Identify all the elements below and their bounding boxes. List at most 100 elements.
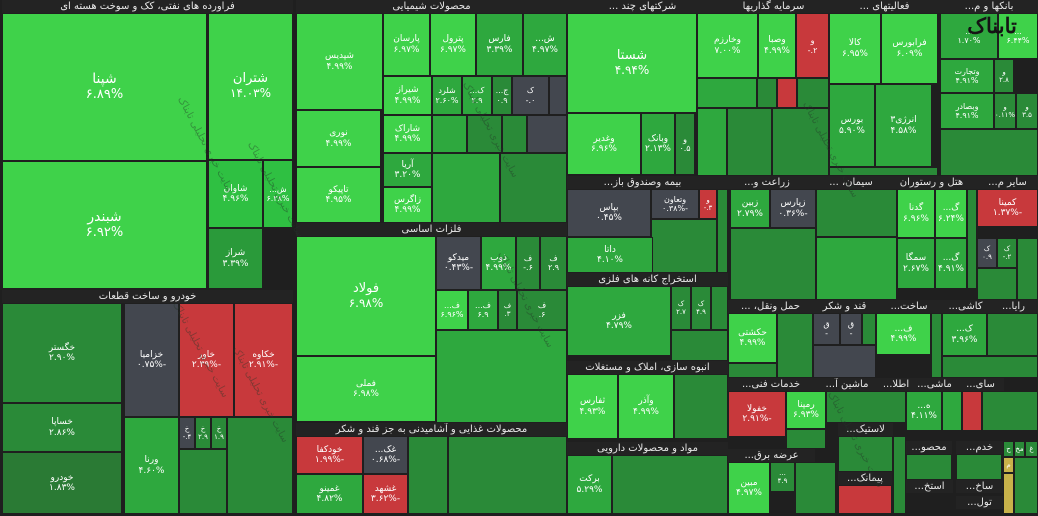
symbol-tile[interactable]: خاور -۲.۳۹% [179, 303, 234, 417]
sector-header[interactable]: عرضه برق... [728, 449, 815, 462]
symbol-tile[interactable]: انرژی۳ ۴.۵۸% [875, 84, 932, 167]
sector-header[interactable]: سرمایه گذاریها [718, 0, 829, 13]
sector-header[interactable]: تول... [956, 496, 1003, 509]
symbol-tile[interactable]: فزر ۴.۷۹% [567, 286, 671, 356]
symbol-tile[interactable]: ثفارس ۴.۹۳% [567, 374, 618, 439]
sector-header[interactable]: فراورده های نفتی، کک و سوخت هسته ای [2, 0, 293, 13]
symbol-tile[interactable]: وصبا ۴.۹۹% [758, 13, 796, 78]
sector-header[interactable]: هتل و رستوران [886, 176, 977, 189]
symbol-tile[interactable]: ه... ۴.۱۱% [906, 391, 942, 431]
symbol-tile[interactable]: وآذر ۴.۹۹% [618, 374, 674, 439]
symbol-tile[interactable]: خفولا -۲.۹۱% [728, 391, 786, 437]
symbol-tile[interactable]: ف... ۶.۹ [468, 290, 498, 330]
symbol-tile[interactable]: خکاوه -۲.۹۱% [234, 303, 293, 417]
sector-header[interactable]: پیمانک... [838, 472, 892, 485]
sector-header[interactable]: قند و شکر [813, 300, 876, 313]
symbol-tile[interactable]: ک ۴.۹ [691, 286, 711, 330]
symbol-tile[interactable]: وتعاون -۰.۳۸% [651, 189, 699, 219]
sector-header[interactable]: محصو... [906, 441, 952, 454]
symbol-tile[interactable]: ک... ۲.۹ [462, 76, 492, 115]
sector-header[interactable]: بیمه وصندوق باز... [567, 176, 718, 189]
symbol-tile[interactable]: برکت ۵.۲۹% [567, 455, 612, 514]
sector-header[interactable]: شرکتهای چند ... [567, 0, 718, 13]
symbol-tile[interactable]: وخارزم ۷.۰۰% [697, 13, 758, 78]
symbol-tile[interactable]: وبانک ۲.۱۳% [641, 113, 675, 175]
symbol-tile[interactable]: غ [1025, 441, 1038, 457]
symbol-tile[interactable]: غشهد -۳.۶۲% [363, 474, 408, 514]
symbol-tile[interactable]: خ ۲.۹ [195, 417, 211, 449]
symbol-tile[interactable]: گ... ۴.۹۱% [935, 238, 967, 289]
sector-header[interactable]: لاستیک... [838, 423, 893, 436]
symbol-tile[interactable]: فملی ۶.۹۸% [296, 356, 436, 422]
symbol-tile[interactable]: ف ۳. [498, 290, 517, 330]
symbol-tile[interactable]: پارسان ۶.۹۷% [383, 13, 430, 76]
symbol-tile[interactable]: ج... ۰.۹ [492, 76, 512, 115]
symbol-tile[interactable]: ورنا ۴.۶۰% [124, 417, 179, 514]
symbol-tile[interactable]: و ۰.۵ [675, 113, 695, 175]
sector-header[interactable]: خدمات فنی... [728, 378, 814, 391]
symbol-tile[interactable]: آریا ۳.۲۰% [383, 153, 432, 187]
sector-header[interactable]: رایا... [989, 300, 1038, 313]
symbol-tile[interactable]: ق- [813, 313, 840, 345]
symbol-tile[interactable]: ... ۴.۹ [770, 462, 795, 492]
symbol-tile[interactable]: مخ [1014, 441, 1025, 457]
symbol-tile[interactable]: خساپا ۲.۸۶% [2, 403, 122, 452]
symbol-tile[interactable]: میدکو -۰.۴۳% [436, 236, 481, 290]
sector-header[interactable]: فعالیتهای ... [829, 0, 940, 13]
symbol-tile[interactable]: ک ۰.- [512, 76, 549, 115]
symbol-tile[interactable]: و ۳.۵ [1016, 93, 1038, 129]
symbol-tile[interactable]: وتجارت ۴.۹۱% [940, 59, 994, 93]
symbol-tile[interactable]: کمینا -۱.۳۷% [977, 189, 1038, 227]
sector-header[interactable]: محصولات غذایی و آشامیدنی به جز قند و شکر [296, 423, 567, 436]
symbol-tile[interactable]: ... ۶.۴۴% [998, 13, 1038, 59]
sector-header[interactable]: فلزات اساسی [296, 223, 567, 236]
symbol-tile[interactable]: شپدیس ۴.۹۹% [296, 13, 383, 110]
symbol-tile[interactable]: خودکفا -۱.۹۹% [296, 436, 363, 474]
sector-header[interactable]: سایر م... [977, 176, 1038, 189]
sector-header[interactable]: ماشی... [912, 378, 957, 391]
symbol-tile[interactable]: ف ۶. [517, 290, 567, 330]
sector-header[interactable]: حمل ونقل، ... [728, 300, 813, 313]
symbol-tile[interactable]: و ۳.- [699, 189, 717, 219]
sector-header[interactable]: سای... [957, 378, 1004, 391]
symbol-tile[interactable]: شبندر ۶.۹۲% [2, 161, 207, 289]
symbol-tile[interactable]: ک ۰.۹ [977, 238, 997, 268]
symbol-tile[interactable]: تاپیکو ۴.۹۵% [296, 167, 381, 223]
sector-header[interactable]: مواد و محصولات دارویی [567, 442, 728, 455]
symbol-tile[interactable]: پترول ۶.۹۷% [430, 13, 476, 76]
symbol-tile[interactable]: نوری ۴.۹۹% [296, 110, 381, 167]
sector-header[interactable]: سیمان، ... [816, 176, 886, 189]
sector-header[interactable]: کاشی... [942, 300, 989, 313]
symbol-tile[interactable]: شراز ۳.۳۹% [208, 228, 263, 289]
symbol-tile[interactable]: ق- [840, 313, 862, 345]
symbol-tile[interactable]: و ۲.- [796, 13, 829, 78]
symbol-tile[interactable]: ک ۲.۷ [671, 286, 691, 330]
symbol-tile[interactable]: رمپنا ۶.۹۳% [786, 391, 826, 429]
symbol-tile[interactable]: ش... ۴.۹۷% [523, 13, 567, 76]
symbol-tile[interactable]: فولاد ۶.۹۸% [296, 236, 436, 356]
symbol-tile[interactable]: زاگرس ۴.۹۹% [383, 187, 432, 223]
sector-header[interactable]: ساخت... [876, 300, 942, 313]
symbol-tile[interactable]: فارس ۳.۳۹% [476, 13, 523, 76]
symbol-tile[interactable]: ح [1003, 441, 1014, 457]
symbol-tile[interactable]: ف... ۴.۹۹% [876, 313, 931, 355]
sector-header[interactable]: استخراج کانه های فلزی [567, 273, 728, 286]
symbol-tile[interactable]: شستا ۴.۹۴% [567, 13, 697, 113]
symbol-tile[interactable]: شیراز ۴.۹۹% [383, 76, 432, 115]
symbol-tile[interactable]: و ۰.۱۱% [994, 93, 1016, 129]
symbol-tile[interactable]: خزامیا -۰.۷۵% [124, 303, 179, 417]
symbol-tile[interactable]: خ ۴.- [179, 417, 195, 449]
symbol-tile[interactable]: وبصادر ۴.۹۱% [940, 93, 994, 129]
symbol-tile[interactable]: شپنا ۶.۸۹% [2, 13, 207, 161]
sector-header[interactable]: بانکها و م... [940, 0, 1038, 13]
symbol-tile[interactable]: سمگا ۲.۶۷% [897, 238, 935, 289]
sector-header[interactable]: خودرو و ساخت قطعات [2, 290, 293, 303]
symbol-tile[interactable]: غمینو ۴.۸۲% [296, 474, 363, 514]
symbol-tile[interactable]: بپاس ۰.۴۵% [567, 189, 651, 237]
symbol-tile[interactable]: شاراک ۴.۹۹% [383, 115, 432, 153]
symbol-tile[interactable]: شتران ۱۴.۰۳% [208, 13, 293, 160]
sector-header[interactable]: انبوه سازی، املاک و مستغلات [567, 361, 728, 374]
symbol-tile[interactable]: حکشتی ۴.۹۹% [728, 313, 777, 363]
symbol-tile[interactable]: و ۲.۸ [994, 59, 1014, 93]
symbol-tile[interactable]: م [1003, 457, 1014, 473]
